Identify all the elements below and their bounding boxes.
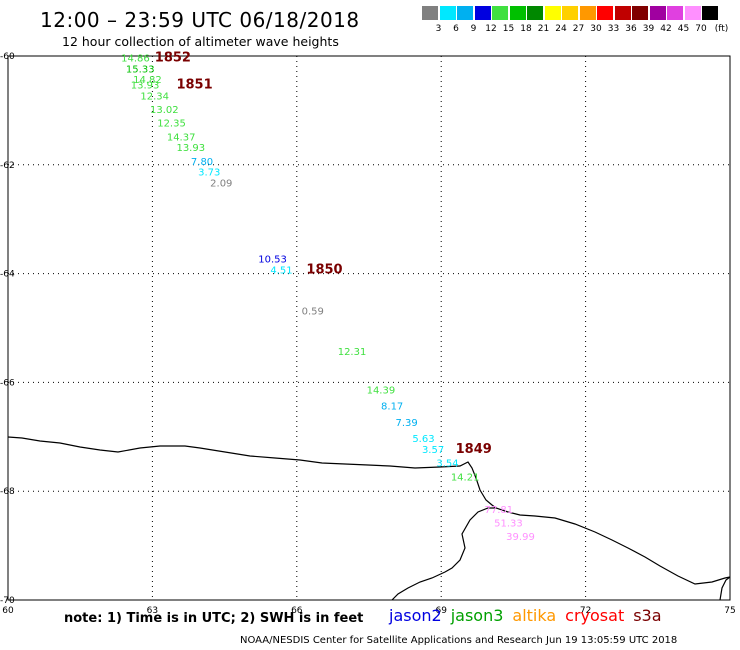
scale-label: 27 [572, 24, 585, 34]
scale-swatch [527, 6, 543, 20]
lon-tick-label: 66 [291, 606, 303, 616]
swh-value-label: 4.51 [270, 266, 292, 277]
swh-value-label: 12.34 [140, 92, 169, 103]
swh-value-label: 10.53 [258, 255, 287, 266]
scale-swatch [422, 6, 438, 20]
swh-value-label: 3.73 [198, 168, 220, 179]
scale-label: 3 [435, 24, 442, 34]
pass-number-label: 1849 [456, 442, 492, 457]
swh-value-label: 3.54 [436, 459, 458, 470]
scale-swatch [632, 6, 648, 20]
lon-tick-label: 72 [580, 606, 591, 616]
swh-value-label: 13.93 [176, 143, 205, 154]
scale-swatch [509, 6, 526, 20]
lat-tick-label: -62 [0, 161, 15, 171]
scale-swatch [492, 6, 508, 20]
scale-label: 6 [453, 24, 459, 34]
scale-swatch [474, 6, 491, 20]
scale-label: 45 [677, 24, 690, 34]
scale-swatch [439, 6, 456, 20]
scale-label: 30 [590, 24, 602, 34]
coastline-island [719, 576, 731, 601]
coastline-main [7, 436, 731, 585]
scale-label: 42 [660, 24, 672, 34]
satellite-legend-item: jason2 [389, 606, 442, 625]
scale-label: 12 [485, 24, 497, 34]
lon-tick-label: 75 [724, 606, 735, 616]
scale-swatch [614, 6, 631, 20]
swh-value-label: 12.31 [338, 347, 367, 358]
scale-swatch [579, 6, 596, 20]
swh-labels: 14.8615.3314.8213.9312.3413.0212.3514.37… [121, 53, 535, 543]
swh-value-label: 7.80 [191, 157, 213, 168]
map-frame [7, 55, 731, 601]
scale-label: 9 [470, 24, 477, 34]
pass-number-label: 1851 [176, 78, 212, 93]
swh-value-label: 77.81 [485, 505, 514, 516]
scale-swatch [562, 6, 578, 20]
coastline-inlet [391, 507, 496, 601]
coastline [7, 436, 731, 601]
scale-swatch [667, 6, 683, 20]
swh-value-label: 15.33 [126, 64, 155, 75]
pass-number-label: 1850 [306, 263, 342, 278]
map-title: 12:00 – 23:59 UTC 06/18/2018 [40, 8, 360, 32]
scale-swatch [684, 6, 701, 20]
swh-value-label: 13.02 [150, 105, 179, 116]
lon-tick-label: 69 [435, 606, 447, 616]
swh-value-label: 14.37 [167, 132, 196, 143]
lat-tick-label: -64 [0, 270, 15, 280]
swh-value-label: 7.39 [395, 418, 417, 429]
swh-value-label: 51.33 [494, 519, 523, 530]
lon-tick-label: 60 [2, 606, 14, 616]
scale-label: 15 [502, 24, 515, 34]
satellite-legend: jason2 jason3 altika cryosat s3a [389, 606, 671, 625]
swh-value-label: 5.63 [412, 434, 434, 445]
swh-value-label: 14.21 [451, 472, 480, 483]
swh-value-label: 8.17 [381, 402, 403, 413]
lat-tick-label: -60 [0, 52, 15, 62]
swh-value-label: 14.86 [121, 53, 150, 64]
swh-value-label: 13.93 [131, 81, 160, 92]
satellite-legend-item: jason3 [450, 606, 504, 625]
scale-swatch [649, 6, 666, 20]
scale-label: 36 [625, 24, 637, 34]
map-subtitle: 12 hour collection of altimeter wave hei… [62, 34, 339, 49]
swh-value-label: 3.57 [422, 445, 444, 456]
scale-label: 39 [642, 24, 655, 34]
pass-number-label: 1852 [155, 50, 191, 65]
credit-line: NOAA/NESDIS Center for Satellite Applica… [240, 635, 678, 646]
scale-unit: (ft) [714, 24, 729, 34]
swh-value-label: 0.59 [302, 306, 324, 317]
lat-tick-label: -68 [0, 487, 15, 497]
scale-label: 18 [520, 24, 532, 34]
scale-label: 70 [695, 24, 707, 34]
satellite-legend-item: cryosat [565, 606, 625, 625]
scale-label: 33 [607, 24, 620, 34]
swh-value-label: 14.82 [133, 75, 162, 86]
swh-value-label: 2.09 [210, 179, 232, 190]
scale-label: 24 [555, 24, 567, 34]
graticule: 60 63 66 69 72 75 -60 -62 -64 -66 -68 -70 [0, 52, 736, 616]
scale-swatch [544, 6, 561, 20]
scale-swatch [457, 6, 473, 20]
footer-note: note: 1) Time is in UTC; 2) SWH is in fe… [64, 611, 364, 626]
swh-value-label: 12.35 [157, 119, 186, 130]
satellite-legend-item: s3a [633, 606, 662, 625]
lat-tick-label: -66 [0, 378, 15, 388]
lon-tick-label: 63 [147, 606, 158, 616]
scale-swatch [597, 6, 613, 20]
satellite-legend-item: altika [512, 606, 557, 625]
swh-value-label: 14.39 [367, 385, 396, 396]
pass-labels: 1852 1851 1850 1849 [155, 50, 492, 457]
lat-tick-label: -70 [0, 596, 15, 606]
scale-swatch [702, 6, 718, 20]
scale-label: 21 [537, 24, 550, 34]
swh-value-label: 39.99 [506, 532, 535, 543]
